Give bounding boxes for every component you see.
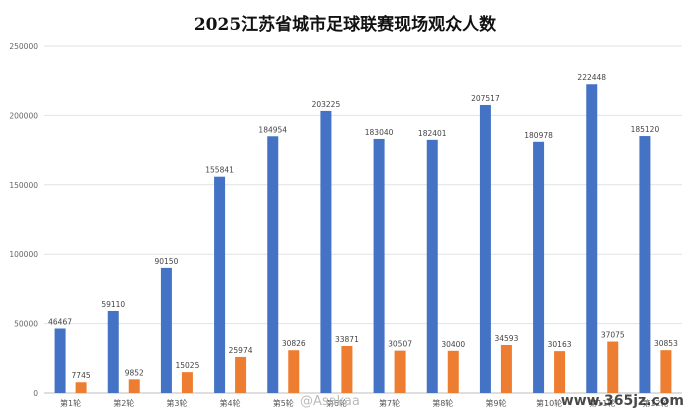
y-tick-label: 250000 — [9, 42, 38, 51]
bar-series-2 — [128, 379, 140, 393]
watermark-weibo: @Asakaa — [300, 394, 360, 409]
data-label: 207517 — [471, 94, 500, 103]
data-label: 180978 — [524, 131, 553, 140]
data-label: 59110 — [101, 300, 125, 309]
bar-series-2 — [554, 351, 566, 393]
bar-series-2 — [288, 350, 300, 393]
bar-series-2 — [235, 356, 247, 393]
bar-series-1 — [267, 136, 279, 393]
data-label: 30826 — [282, 339, 306, 348]
data-label: 30507 — [388, 340, 412, 349]
data-label: 34593 — [494, 334, 518, 343]
data-label: 183040 — [365, 128, 394, 137]
data-label: 15025 — [175, 361, 199, 370]
data-label: 182401 — [418, 129, 447, 138]
bar-series-2 — [341, 345, 353, 393]
data-label: 30163 — [548, 340, 572, 349]
chart-title: 2025江苏省城市足球联赛现场观众人数 — [193, 15, 497, 35]
x-tick-label: 第12轮 — [642, 398, 668, 408]
bar-series-1 — [107, 310, 119, 393]
bar-series-2 — [75, 382, 87, 393]
watermark-site: www.365jz.com — [560, 393, 684, 409]
bar-series-2 — [447, 350, 459, 393]
bar-series-1 — [479, 104, 491, 394]
y-tick-label: 100000 — [9, 250, 38, 259]
x-tick-label: 第3轮 — [166, 398, 187, 408]
x-tick-label: 第6轮 — [326, 398, 347, 408]
data-label: 9852 — [125, 368, 144, 377]
x-tick-label: 第10轮 — [536, 398, 562, 408]
data-label: 37075 — [601, 331, 625, 340]
data-label: 30400 — [441, 340, 465, 349]
x-tick-label: 第5轮 — [273, 398, 294, 408]
data-label: 155841 — [205, 166, 234, 175]
bar-series-1 — [533, 141, 545, 393]
bar-series-2 — [394, 350, 406, 393]
y-tick-label: 0 — [33, 389, 38, 398]
data-label: 222448 — [577, 73, 606, 82]
x-tick-label: 第8轮 — [432, 398, 453, 408]
data-label: 185120 — [631, 125, 660, 134]
y-tick-label: 150000 — [9, 181, 38, 190]
x-tick-label: 第4轮 — [220, 398, 241, 408]
x-tick-label: 第9轮 — [485, 398, 506, 408]
bar-series-1 — [54, 328, 66, 393]
data-label: 46467 — [48, 318, 72, 327]
data-label: 184954 — [258, 125, 287, 134]
x-tick-label: 第7轮 — [379, 398, 400, 408]
bar-series-1 — [214, 176, 226, 393]
data-label: 7745 — [72, 371, 91, 380]
bar-series-2 — [607, 341, 619, 393]
data-label: 90150 — [154, 257, 178, 266]
y-tick-label: 200000 — [9, 111, 38, 120]
bar-series-1 — [320, 110, 332, 393]
x-tick-label: 第2轮 — [113, 398, 134, 408]
bar-series-1 — [160, 267, 172, 393]
bar-series-1 — [426, 139, 438, 393]
bar-series-2 — [500, 344, 512, 393]
bar-series-1 — [373, 138, 385, 393]
bar-series-1 — [586, 84, 598, 393]
bar-series-2 — [660, 350, 672, 393]
bar-series-1 — [639, 136, 651, 393]
x-tick-label: 第1轮 — [60, 398, 81, 408]
y-tick-label: 50000 — [14, 320, 38, 329]
bar-series-2 — [181, 372, 193, 393]
data-label: 203225 — [312, 100, 341, 109]
data-label: 30853 — [654, 339, 678, 348]
data-label: 33871 — [335, 335, 359, 344]
x-tick-label: 第11轮 — [589, 398, 615, 408]
data-label: 25974 — [229, 346, 253, 355]
